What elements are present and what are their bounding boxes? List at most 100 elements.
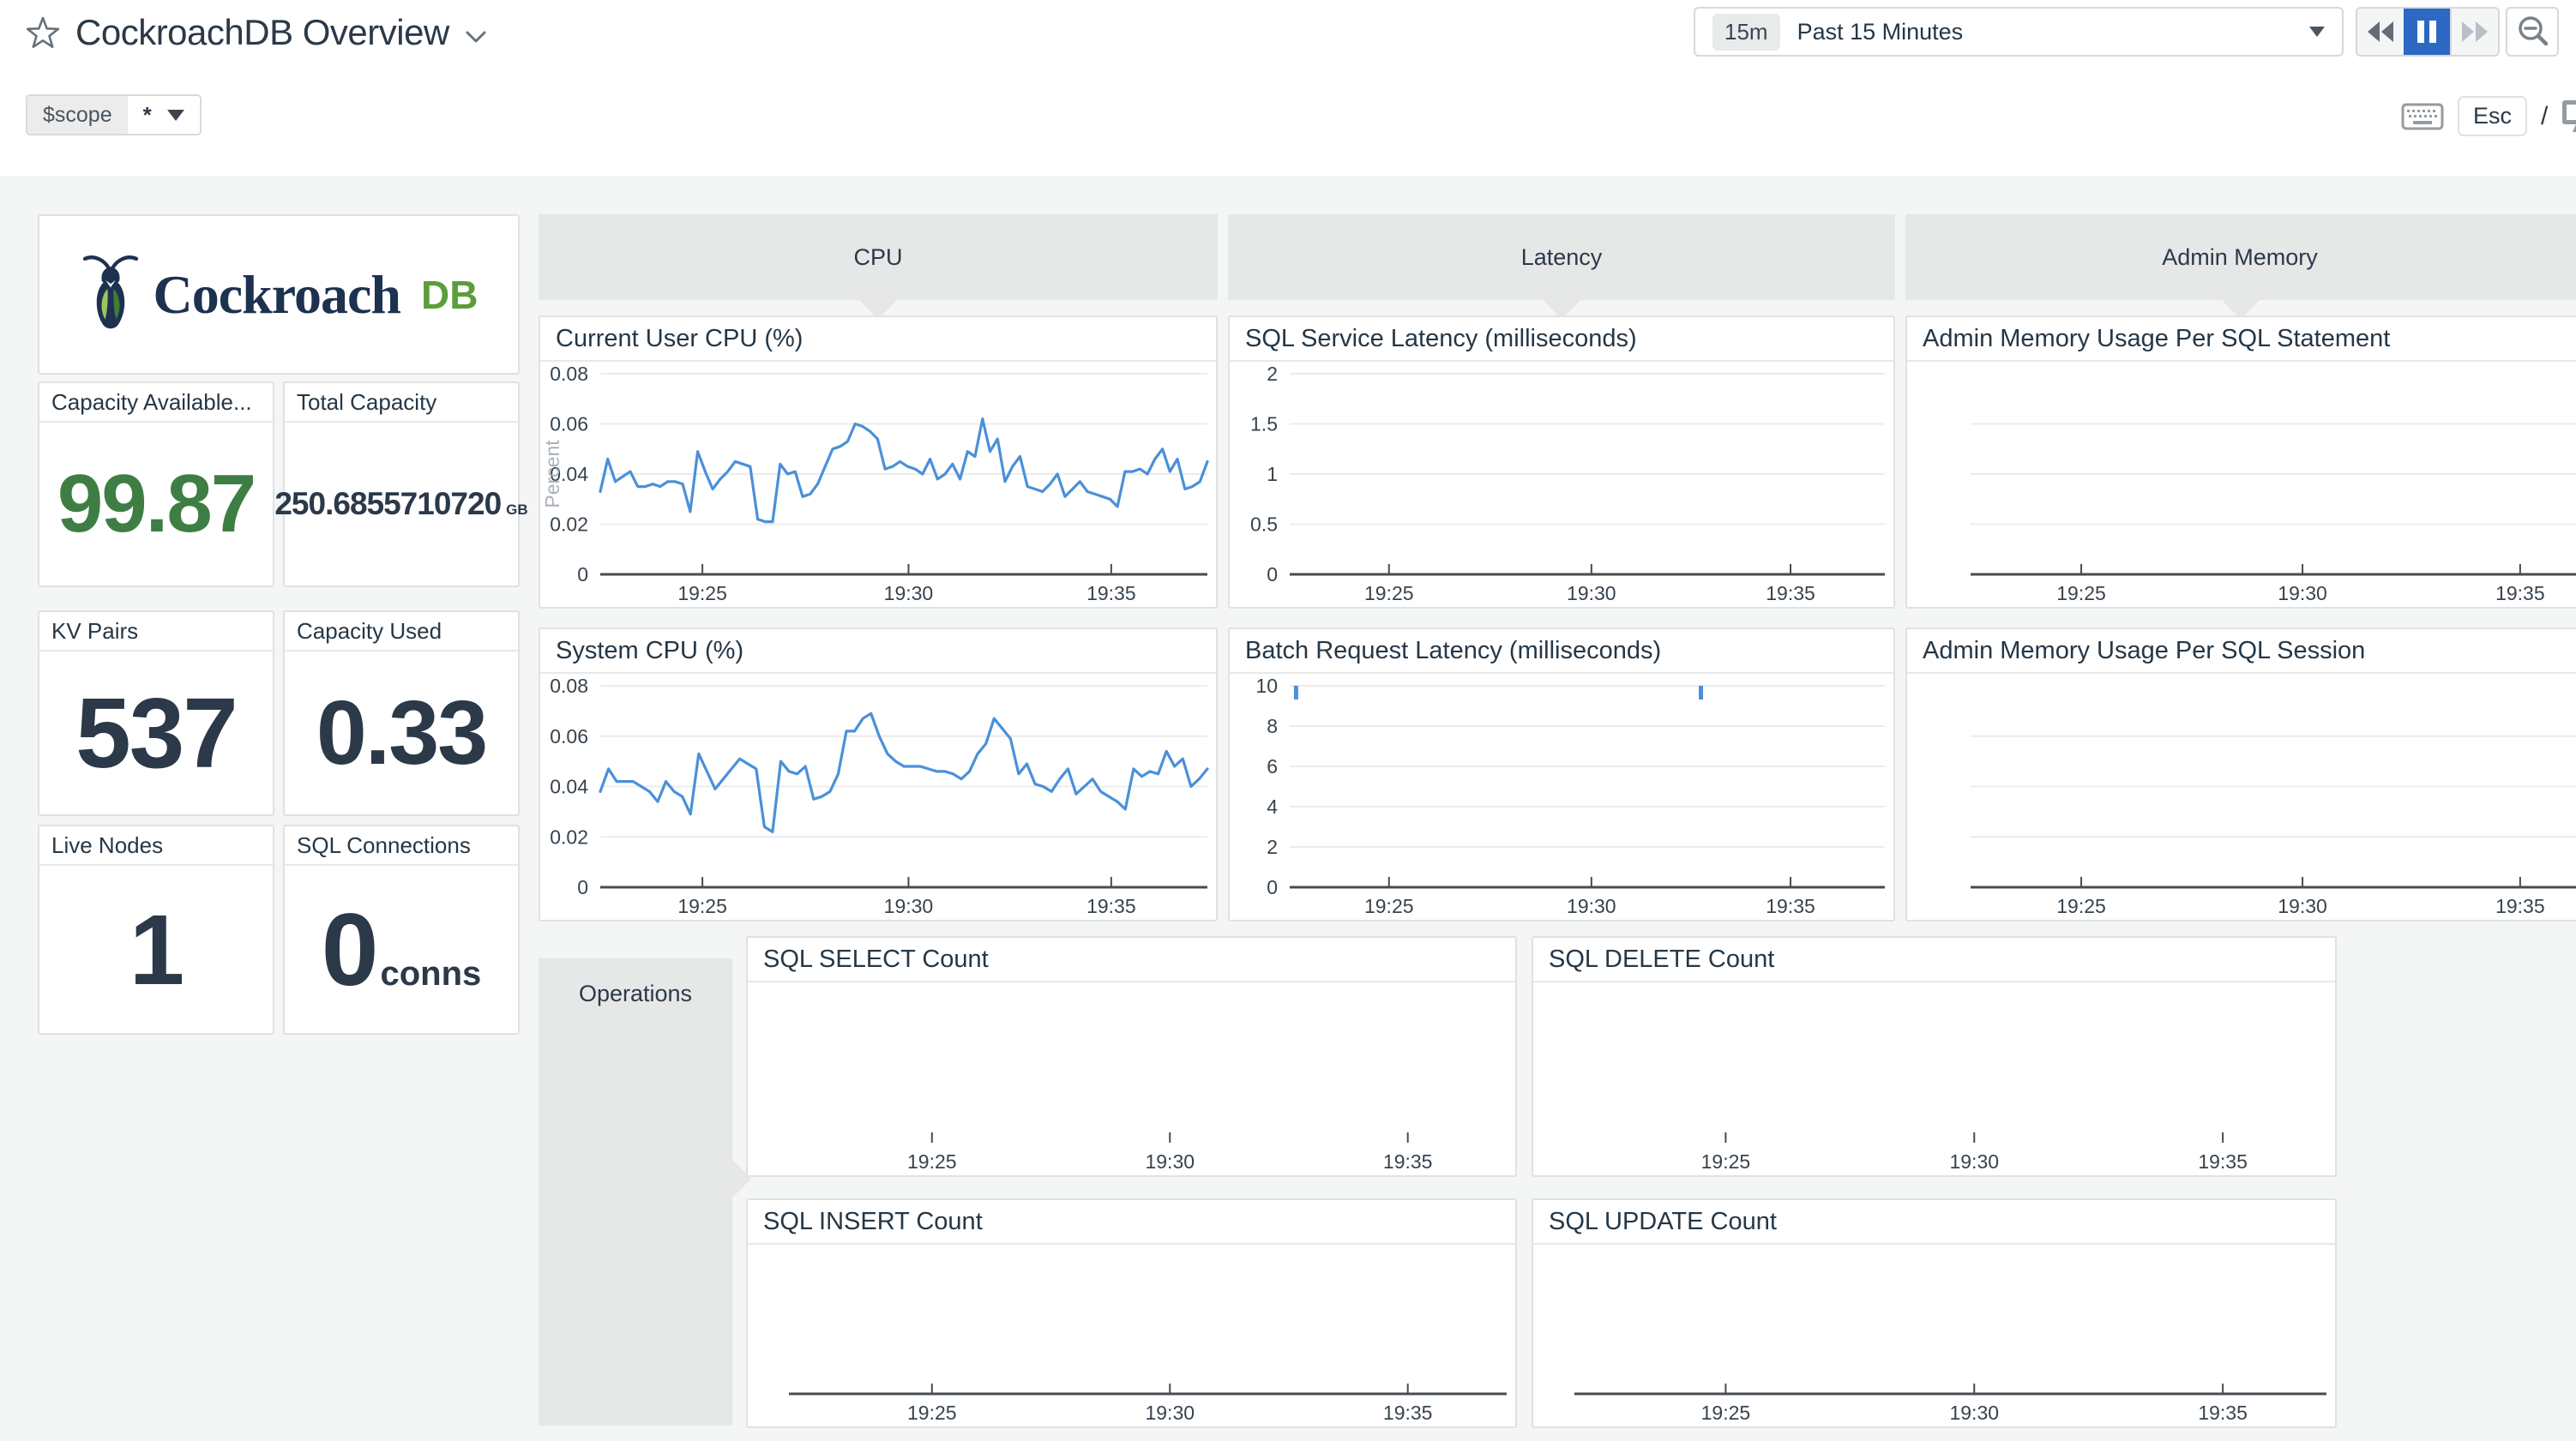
pause-button[interactable]: [2404, 9, 2450, 55]
logo-brand-text: Cockroach: [153, 263, 401, 325]
svg-text:19:25: 19:25: [1364, 895, 1414, 917]
timeline-controls: [2356, 7, 2500, 57]
chart-title: Batch Request Latency (milliseconds): [1230, 629, 1893, 674]
group-label: CPU: [853, 243, 903, 270]
svg-text:19:30: 19:30: [1145, 1402, 1195, 1424]
zoom-out-button[interactable]: [2506, 7, 2559, 57]
group-header-cpu: CPU: [539, 214, 1218, 320]
chart-card-admin-memory-per-session: Admin Memory Usage Per SQL Session 19:25…: [1905, 627, 2576, 922]
chart-plot-system-cpu[interactable]: 0 0.02 0.04 0.06 0.08 19:25 19:30 19:35: [540, 674, 1216, 920]
time-range-label: Past 15 Minutes: [1797, 18, 1964, 45]
group-label: Operations: [578, 981, 693, 1006]
chart-plot-sql-delete-count[interactable]: 19:25 19:30 19:35: [1533, 982, 2335, 1175]
tv-mode-icon[interactable]: [2561, 99, 2576, 135]
stat-card-total-capacity: Total Capacity 250.6855710720 GB: [274, 381, 528, 587]
chart-title: Admin Memory Usage Per SQL Statement: [1907, 317, 2576, 362]
stat-card-live-nodes: Live Nodes 1: [38, 825, 274, 1035]
chart-title: SQL SELECT Count: [748, 938, 1515, 982]
svg-text:1: 1: [1267, 463, 1278, 485]
svg-text:0: 0: [577, 876, 588, 898]
chart-card-sql-insert-count: SQL INSERT Count 19:25 19:30 19:35: [746, 1198, 1517, 1428]
stat-title: SQL Connections: [285, 826, 518, 866]
chart-plot-admin-memory-per-session[interactable]: 19:25 19:30 19:35: [1907, 674, 2576, 920]
stat-card-capacity-available: Capacity Available... 99.87: [38, 381, 274, 587]
chart-card-sql-delete-count: SQL DELETE Count 19:25 19:30 19:35: [1532, 936, 2337, 1177]
favorite-star-icon[interactable]: [26, 15, 60, 50]
scope-value[interactable]: *: [127, 96, 200, 134]
chart-plot-sql-select-count[interactable]: 19:25 19:30 19:35: [748, 982, 1515, 1175]
chart-plot-sql-insert-count[interactable]: 19:25 19:30 19:35: [748, 1245, 1515, 1426]
svg-text:19:35: 19:35: [1086, 895, 1136, 917]
chart-title: Admin Memory Usage Per SQL Session: [1907, 629, 2576, 674]
svg-text:19:35: 19:35: [1766, 895, 1815, 917]
stat-value: 1: [129, 893, 185, 1006]
group-label: Latency: [1520, 243, 1603, 270]
svg-text:0.08: 0.08: [550, 675, 588, 697]
svg-text:0.08: 0.08: [550, 363, 588, 385]
slash-separator: /: [2541, 101, 2549, 130]
svg-text:0: 0: [1267, 876, 1278, 898]
svg-text:2: 2: [1267, 836, 1278, 858]
cockroach-bug-icon: [82, 255, 138, 328]
cockroachdb-logo-card: Cockroach DB: [38, 214, 520, 375]
time-range-picker[interactable]: 15m Past 15 Minutes: [1694, 7, 2344, 57]
group-header-operations: Operations: [539, 958, 752, 1426]
svg-text:0.06: 0.06: [550, 725, 588, 748]
fast-forward-button[interactable]: [2450, 9, 2498, 55]
page-title: CockroachDB Overview: [75, 12, 449, 52]
chart-card-sql-update-count: SQL UPDATE Count 19:25 19:30 19:35: [1532, 1198, 2337, 1428]
keyboard-shortcuts-icon[interactable]: [2401, 101, 2444, 132]
svg-text:19:25: 19:25: [1701, 1402, 1751, 1424]
stat-value: 0.33: [316, 681, 488, 784]
stat-title: Total Capacity: [285, 383, 518, 423]
svg-text:19:30: 19:30: [2278, 895, 2327, 917]
svg-text:19:35: 19:35: [1383, 1150, 1433, 1173]
svg-text:0.06: 0.06: [550, 413, 588, 435]
rewind-button[interactable]: [2357, 9, 2404, 55]
chart-card-system-cpu: System CPU (%) 0 0.02 0.04 0.06 0.08 19:25 19:…: [539, 627, 1218, 922]
chart-plot-sql-service-latency[interactable]: 0 0.5 1 1.5 2 19:25 19:30 19:35: [1230, 362, 1893, 607]
svg-text:19:35: 19:35: [1086, 582, 1136, 604]
scope-caret-icon: [166, 109, 184, 121]
stat-unit: conns: [380, 954, 482, 993]
svg-text:0: 0: [1267, 563, 1278, 585]
svg-text:19:35: 19:35: [1383, 1402, 1433, 1424]
svg-text:19:25: 19:25: [2056, 895, 2106, 917]
svg-text:19:30: 19:30: [884, 895, 934, 917]
chart-plot-current-user-cpu[interactable]: 0 0.02 0.04 0.06 0.08 19:25 19:30 19:35 Percent: [540, 362, 1216, 607]
svg-text:19:30: 19:30: [1949, 1402, 1999, 1424]
chart-plot-sql-update-count[interactable]: 19:25 19:30 19:35: [1533, 1245, 2335, 1426]
svg-text:0.5: 0.5: [1250, 513, 1278, 536]
stat-value: 99.87: [57, 458, 256, 549]
svg-text:2: 2: [1267, 363, 1278, 385]
stat-card-capacity-used: Capacity Used 0.33: [283, 610, 520, 816]
svg-text:19:30: 19:30: [1567, 895, 1616, 917]
svg-text:19:30: 19:30: [1567, 582, 1616, 604]
chart-card-sql-service-latency: SQL Service Latency (milliseconds) 0 0.5 1…: [1228, 315, 1895, 609]
chart-plot-batch-request-latency[interactable]: 0 2 4 6 8 10 19:25 19:30 19:35: [1230, 674, 1893, 920]
stat-value: 0: [321, 892, 379, 1007]
svg-text:0.02: 0.02: [550, 513, 588, 536]
svg-text:19:25: 19:25: [677, 895, 727, 917]
chart-card-sql-select-count: SQL SELECT Count 19:25 19:30 19:35: [746, 936, 1517, 1177]
esc-key-badge: Esc: [2458, 96, 2528, 136]
svg-text:0.04: 0.04: [550, 776, 588, 798]
cockroachdb-logo: Cockroach DB: [39, 216, 518, 373]
chart-card-admin-memory-per-statement: Admin Memory Usage Per SQL Statement 19:…: [1905, 315, 2576, 609]
stat-card-kv-pairs: KV Pairs 537: [38, 610, 274, 816]
chart-card-current-user-cpu: Current User CPU (%) 0 0.02 0.04 0.06 0.08 19…: [539, 315, 1218, 609]
svg-text:19:35: 19:35: [2198, 1402, 2248, 1424]
svg-text:19:30: 19:30: [2278, 582, 2327, 604]
svg-text:19:25: 19:25: [1701, 1150, 1751, 1173]
scope-selector[interactable]: $scope *: [26, 94, 202, 135]
svg-text:19:25: 19:25: [677, 582, 727, 604]
svg-text:19:35: 19:35: [2198, 1150, 2248, 1173]
group-header-latency: Latency: [1228, 214, 1895, 320]
title-chevron-down-icon[interactable]: [465, 30, 487, 44]
svg-text:19:30: 19:30: [884, 582, 934, 604]
chart-plot-admin-memory-per-statement[interactable]: 19:25 19:30 19:35: [1907, 362, 2576, 607]
chart-title: SQL DELETE Count: [1533, 938, 2335, 982]
svg-text:19:25: 19:25: [907, 1402, 957, 1424]
svg-text:4: 4: [1267, 796, 1278, 818]
scope-value-text: *: [142, 101, 152, 128]
